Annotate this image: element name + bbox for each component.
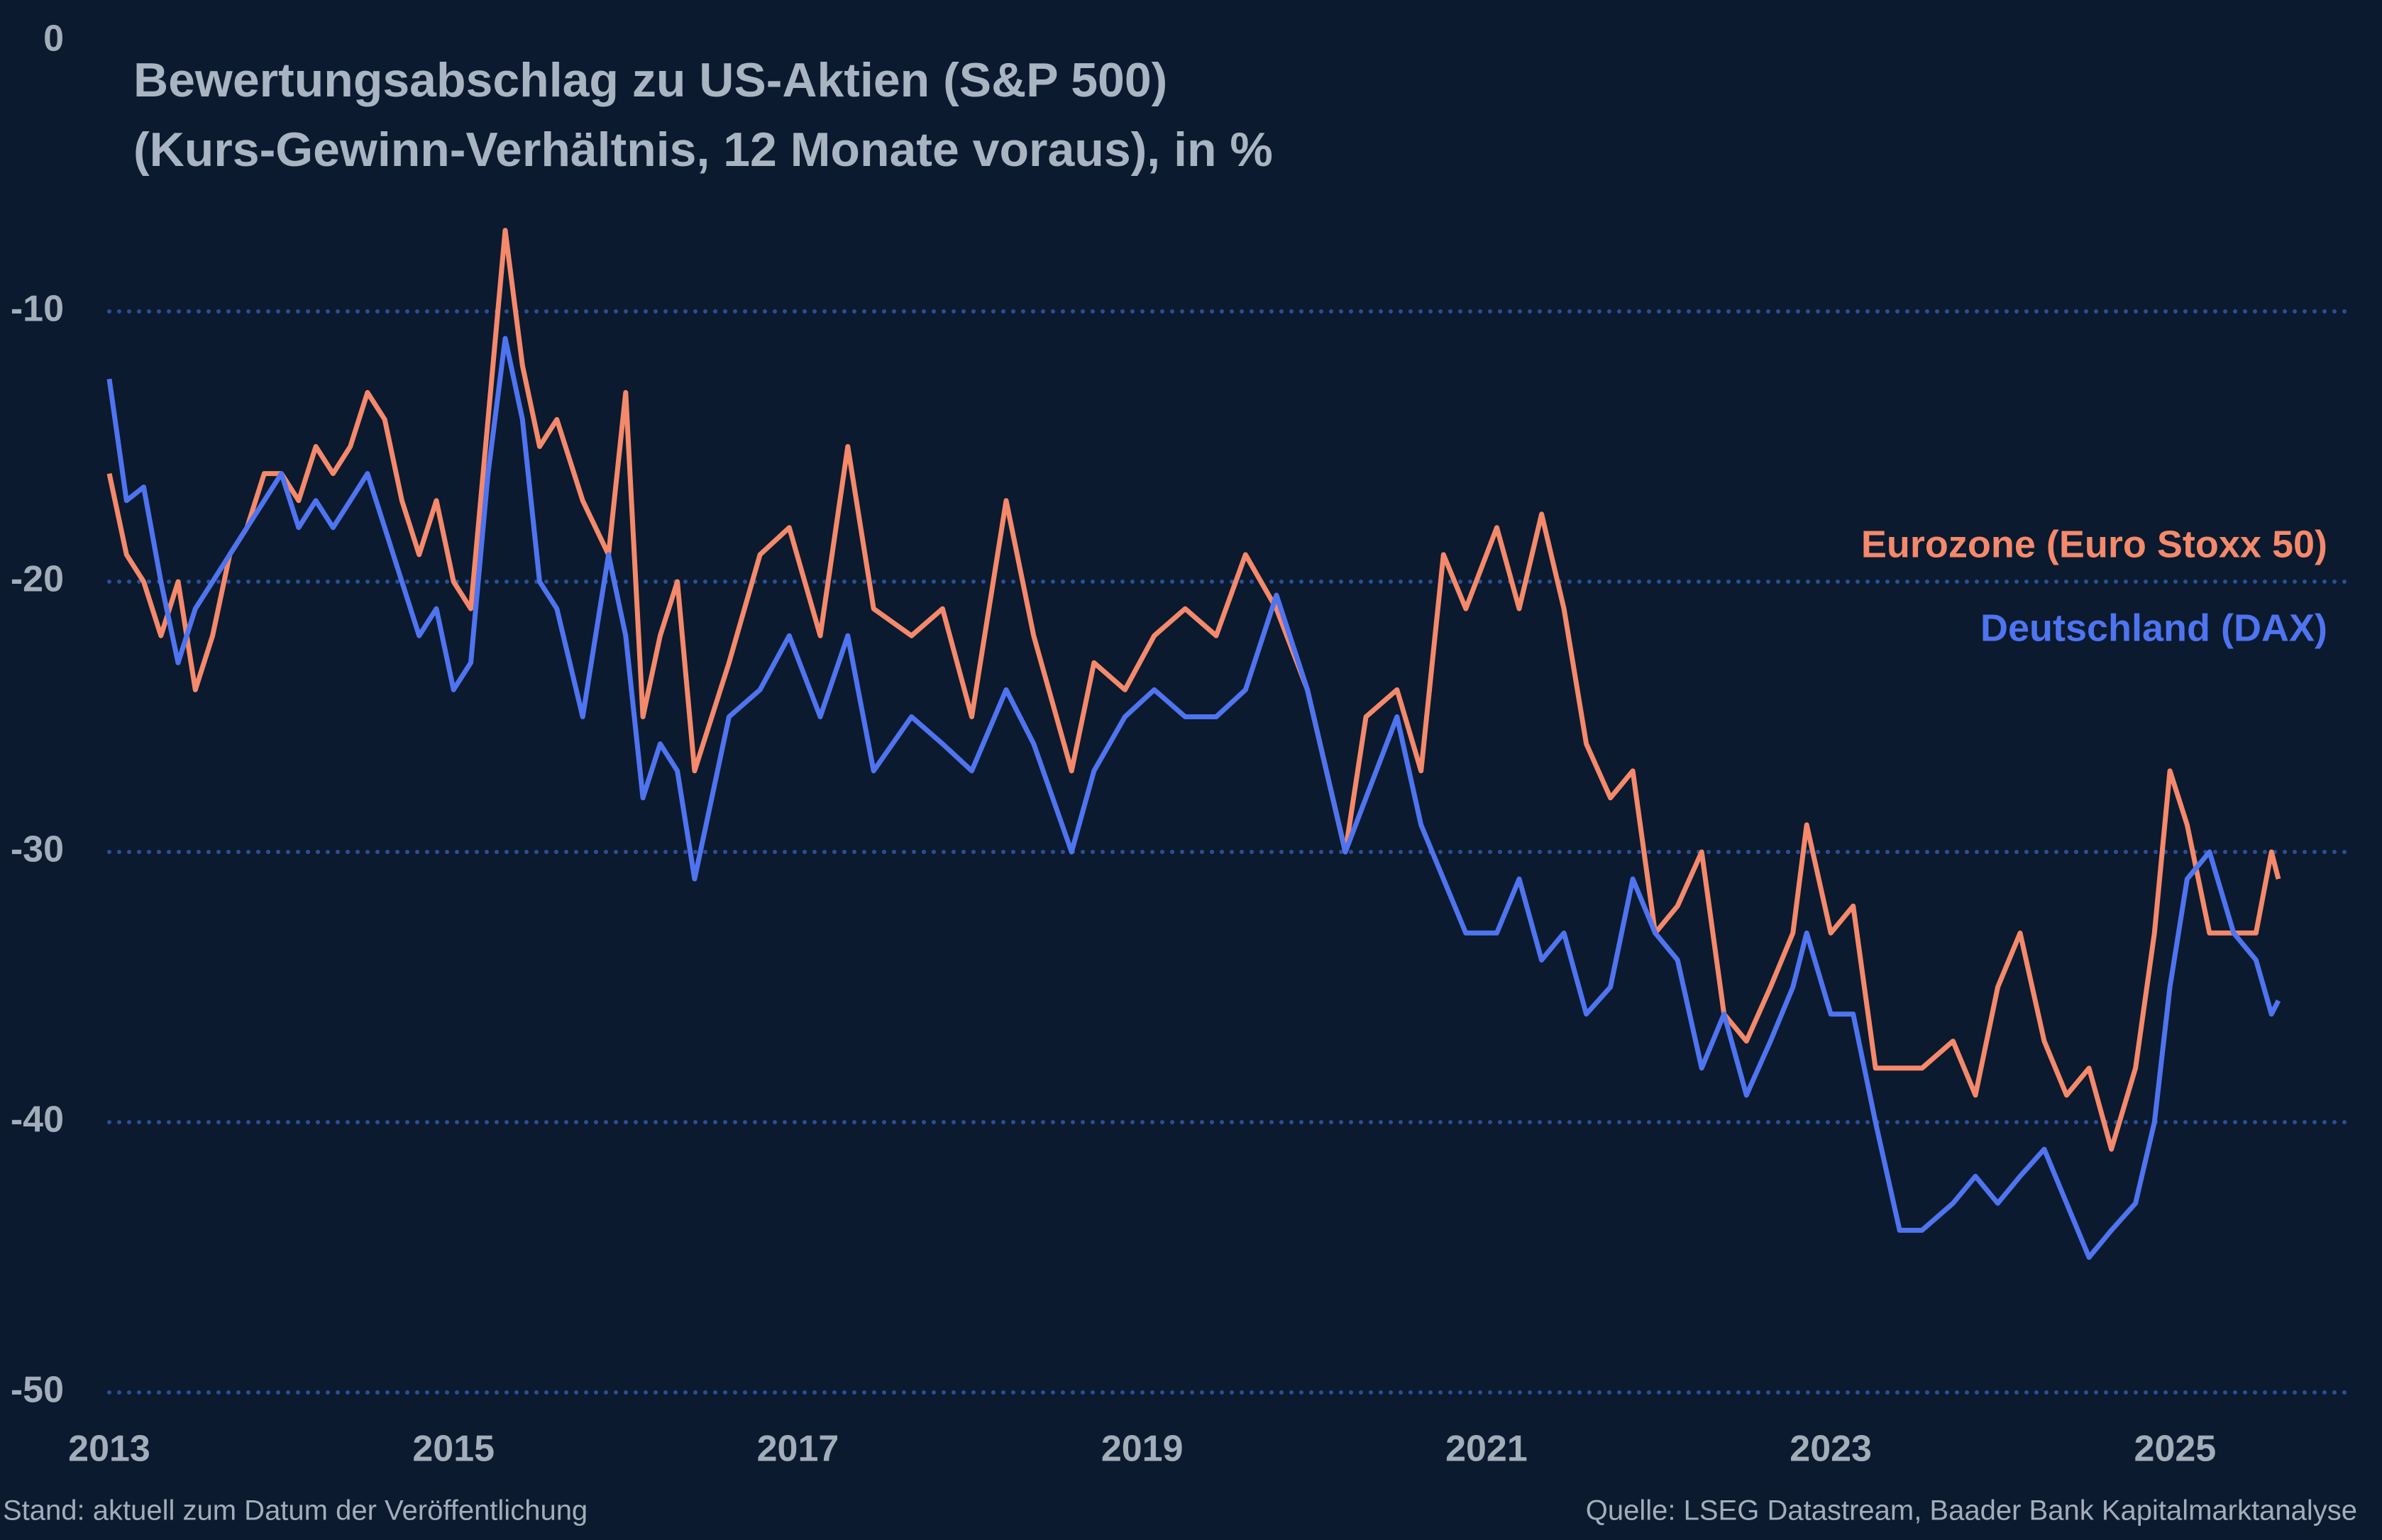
data-line bbox=[106, 336, 2281, 1260]
y-tick-label: -50 bbox=[11, 1370, 64, 1411]
y-tick-label: -30 bbox=[11, 829, 64, 870]
y-tick-label: 0 bbox=[43, 18, 64, 60]
y-tick-label: -20 bbox=[11, 559, 64, 600]
note: Stand: aktuell zum Datum der Veröffentli… bbox=[3, 1495, 588, 1527]
y-tick-label: -10 bbox=[11, 289, 64, 330]
legend-label: Deutschland (DAX) bbox=[1980, 606, 2327, 649]
x-tick-label: 2019 bbox=[1101, 1429, 1184, 1470]
x-tick-label: 2021 bbox=[1445, 1429, 1528, 1470]
chart-title: Bewertungsabschlag zu US-Aktien (S&P 500… bbox=[133, 53, 1167, 107]
y-tick-label: -40 bbox=[11, 1099, 64, 1141]
x-tick-label: 2013 bbox=[68, 1429, 150, 1470]
chart-subtitle: (Kurs-Gewinn-Verhältnis, 12 Monate vorau… bbox=[133, 123, 1273, 177]
x-tick-label: 2023 bbox=[1790, 1429, 1872, 1470]
x-tick-label: 2015 bbox=[412, 1429, 495, 1470]
x-tick-label: 2025 bbox=[2134, 1429, 2217, 1470]
legend-label: Eurozone (Euro Stoxx 50) bbox=[1861, 523, 2327, 565]
x-tick-label: 2017 bbox=[757, 1429, 839, 1470]
data-line bbox=[106, 228, 2281, 1152]
source: Quelle: LSEG Datastream, Baader Bank Kap… bbox=[1586, 1495, 2357, 1527]
